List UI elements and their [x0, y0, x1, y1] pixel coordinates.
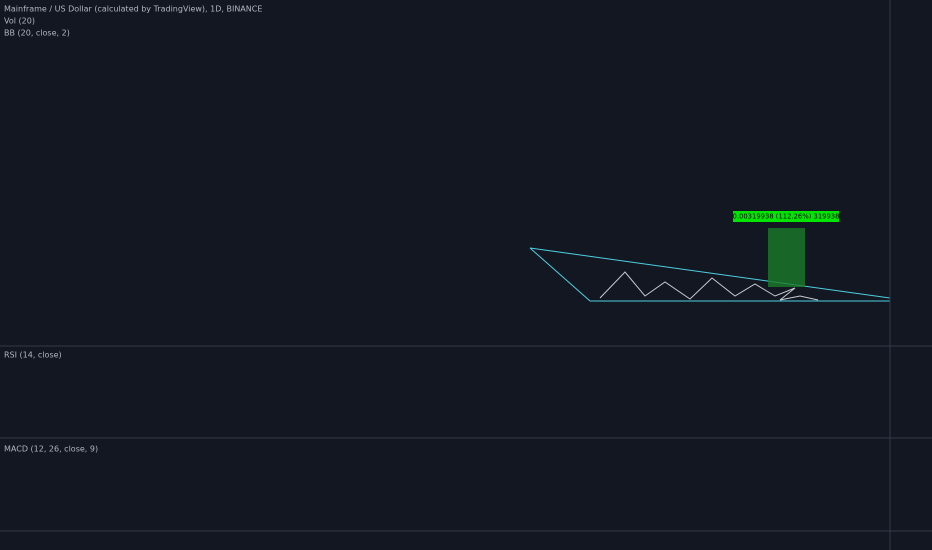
position-label: 0.00319938 (112.26%) 319938 [733, 213, 840, 221]
trend-line [529, 247, 891, 299]
macd-title: MACD (12, 26, close, 9) [4, 445, 98, 454]
chart-title: Mainframe / US Dollar (calculated by Tra… [4, 5, 262, 14]
long-position-box [768, 228, 805, 287]
trend-line [529, 247, 591, 302]
indicator-label: Vol (20) [4, 17, 35, 26]
indicator-label: BB (20, close, 2) [4, 29, 70, 38]
rsi-title: RSI (14, close) [4, 351, 62, 360]
position-label-box [733, 211, 839, 222]
projection-arrows [599, 271, 819, 301]
